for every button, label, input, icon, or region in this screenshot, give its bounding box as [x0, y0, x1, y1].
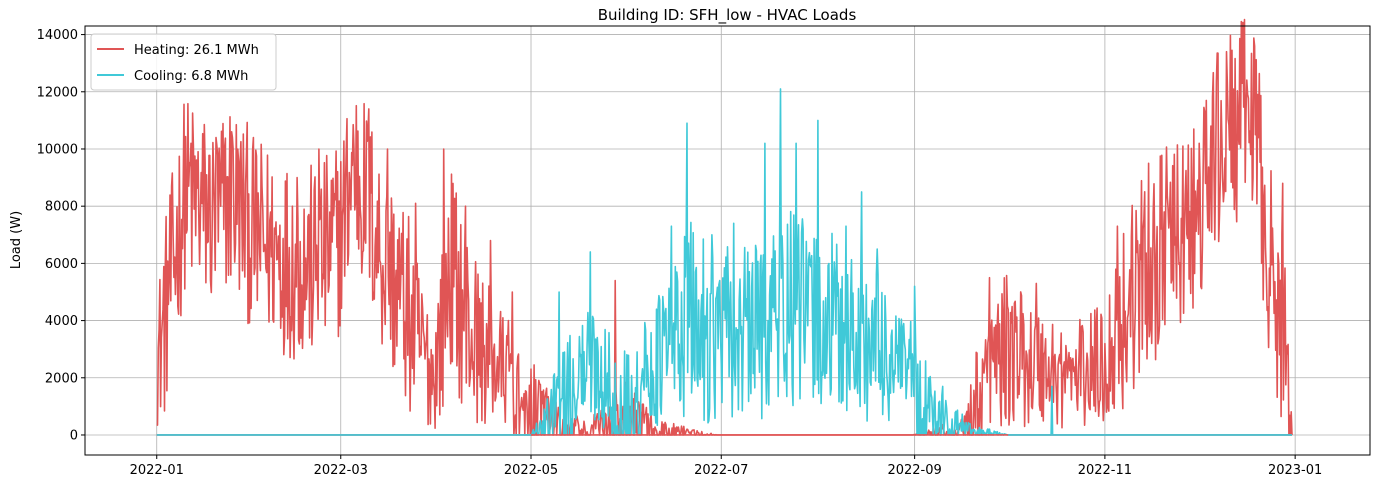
x-tick-label: 2022-01: [130, 463, 184, 478]
y-tick-label: 2000: [45, 371, 78, 386]
x-tick-label: 2022-11: [1078, 463, 1132, 478]
plot-frame: [84, 25, 1371, 456]
legend-label-cooling: Cooling: 6.8 MWh: [134, 69, 248, 84]
y-tick-label: 0: [70, 428, 78, 443]
x-tick-label: 2022-07: [694, 463, 748, 478]
x-tick-label: 2022-09: [887, 463, 941, 478]
legend: Heating: 26.1 MWh Cooling: 6.8 MWh: [90, 33, 277, 91]
y-axis-label: Load (W): [9, 211, 24, 269]
x-axis: 2022-01 2022-03 2022-05 2022-07 2022-09 2022-…: [130, 455, 1322, 478]
legend-box: [90, 33, 277, 91]
x-tick-label: 2023-01: [1268, 463, 1322, 478]
series-layer: [156, 18, 1293, 436]
x-tick-label: 2022-05: [504, 463, 558, 478]
x-tick-label: 2022-03: [314, 463, 368, 478]
y-axis: 0 2000 4000 6000 8000 10000 12000 14000: [37, 28, 85, 443]
legend-label-heating: Heating: 26.1 MWh: [134, 43, 259, 58]
y-tick-label: 12000: [37, 85, 78, 100]
y-tick-label: 6000: [45, 257, 78, 272]
chart-title: Building ID: SFH_low - HVAC Loads: [598, 6, 857, 25]
y-tick-label: 4000: [45, 314, 78, 329]
heating-series-line: [156, 18, 1293, 436]
y-tick-label: 14000: [37, 28, 78, 43]
y-tick-label: 10000: [37, 142, 78, 157]
y-tick-label: 8000: [45, 200, 78, 215]
